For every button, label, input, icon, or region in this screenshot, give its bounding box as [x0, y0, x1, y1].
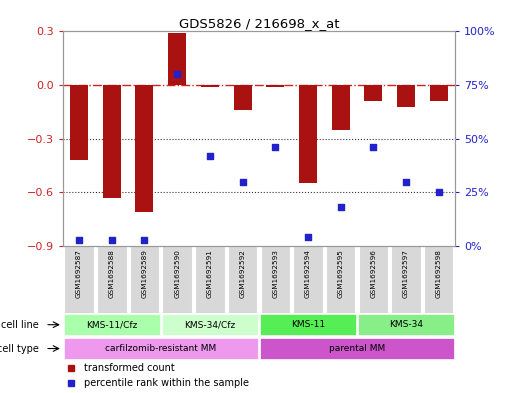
Bar: [397, 85, 415, 107]
Text: GSM1692588: GSM1692588: [109, 249, 115, 298]
Bar: [332, 85, 349, 130]
Point: [402, 178, 410, 185]
Bar: [103, 85, 121, 198]
Bar: [70, 85, 88, 160]
Bar: [359, 246, 388, 313]
Bar: [228, 246, 257, 313]
Text: GSM1692590: GSM1692590: [174, 249, 180, 298]
Bar: [424, 246, 453, 313]
Point: [173, 71, 181, 77]
Text: carfilzomib-resistant MM: carfilzomib-resistant MM: [105, 344, 217, 353]
Bar: [64, 246, 94, 313]
Title: GDS5826 / 216698_x_at: GDS5826 / 216698_x_at: [179, 17, 339, 30]
Text: GSM1692598: GSM1692598: [436, 249, 441, 298]
Bar: [163, 246, 192, 313]
Text: transformed count: transformed count: [84, 364, 175, 373]
Bar: [201, 85, 219, 87]
Bar: [64, 314, 160, 335]
Point: [304, 234, 312, 241]
Bar: [391, 246, 420, 313]
Text: GSM1692597: GSM1692597: [403, 249, 409, 298]
Text: GSM1692587: GSM1692587: [76, 249, 82, 298]
Bar: [358, 314, 454, 335]
Bar: [260, 338, 454, 359]
Text: KMS-34: KMS-34: [389, 320, 423, 329]
Point: [140, 237, 149, 243]
Point: [336, 204, 345, 211]
Bar: [130, 246, 159, 313]
Text: percentile rank within the sample: percentile rank within the sample: [84, 378, 249, 388]
Text: GSM1692591: GSM1692591: [207, 249, 213, 298]
Point: [108, 237, 116, 243]
Bar: [260, 314, 356, 335]
Bar: [365, 85, 382, 101]
Point: [271, 144, 279, 151]
Bar: [168, 33, 186, 85]
Bar: [135, 85, 153, 212]
Bar: [430, 85, 448, 101]
Text: cell type: cell type: [0, 343, 39, 354]
Text: KMS-11: KMS-11: [291, 320, 325, 329]
Bar: [97, 246, 127, 313]
Bar: [293, 246, 323, 313]
Point: [206, 153, 214, 159]
Text: GSM1692594: GSM1692594: [305, 249, 311, 298]
Bar: [326, 246, 355, 313]
Text: GSM1692592: GSM1692592: [240, 249, 245, 298]
Text: parental MM: parental MM: [329, 344, 385, 353]
Bar: [162, 314, 258, 335]
Text: cell line: cell line: [2, 320, 39, 330]
Text: GSM1692596: GSM1692596: [370, 249, 376, 298]
Text: GSM1692589: GSM1692589: [142, 249, 147, 298]
Point: [75, 237, 83, 243]
Bar: [195, 246, 224, 313]
Text: KMS-34/Cfz: KMS-34/Cfz: [184, 320, 235, 329]
Bar: [64, 338, 258, 359]
Point: [435, 189, 443, 195]
Point: [369, 144, 378, 151]
Bar: [266, 85, 284, 87]
Bar: [234, 85, 252, 110]
Text: GSM1692593: GSM1692593: [272, 249, 278, 298]
Text: GSM1692595: GSM1692595: [338, 249, 344, 298]
Text: KMS-11/Cfz: KMS-11/Cfz: [86, 320, 138, 329]
Bar: [299, 85, 317, 184]
Point: [238, 178, 247, 185]
Bar: [260, 246, 290, 313]
